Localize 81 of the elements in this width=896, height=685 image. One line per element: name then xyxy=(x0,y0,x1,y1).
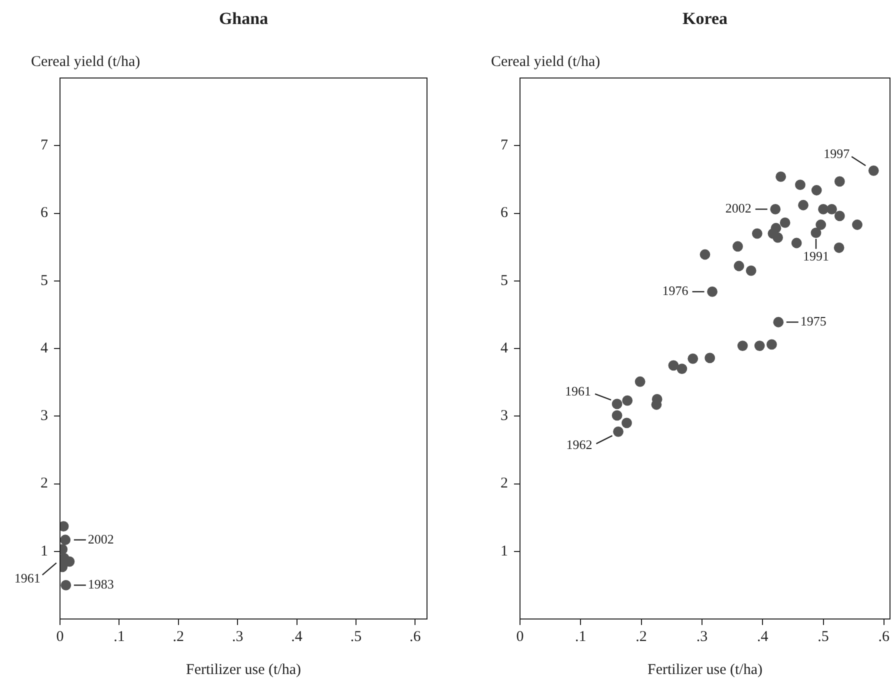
x-tick-label: 0 xyxy=(516,628,524,645)
y-axis-title: Cereal yield (t/ha) xyxy=(491,54,600,70)
chart-title: Korea xyxy=(682,9,728,28)
y-tick-label: 5 xyxy=(40,272,48,289)
y-tick-label: 4 xyxy=(500,340,508,356)
point xyxy=(634,376,646,387)
point xyxy=(791,238,802,248)
point xyxy=(734,260,744,272)
point xyxy=(773,316,784,328)
point xyxy=(868,165,879,176)
y-tick-label: 1 xyxy=(40,543,48,560)
y-axis-title: Cereal yield (t/ha) xyxy=(31,54,140,70)
x-tick-label: .4 xyxy=(757,628,769,645)
point xyxy=(772,232,783,243)
point xyxy=(776,172,786,182)
y-tick-label: 6 xyxy=(40,205,48,222)
annotation: 1997 xyxy=(824,146,850,162)
x-axis-title: Fertilizer use (t/ha) xyxy=(648,662,762,678)
x-tick-label: .5 xyxy=(350,628,362,645)
point xyxy=(834,242,844,253)
point xyxy=(746,266,756,276)
point xyxy=(622,395,633,406)
point xyxy=(834,176,845,187)
point xyxy=(770,204,781,214)
point xyxy=(622,418,632,428)
point xyxy=(834,210,845,222)
y-tick-label: 5 xyxy=(500,272,508,289)
point xyxy=(688,353,698,364)
x-tick-label: .2 xyxy=(172,628,184,645)
x-tick-label: 0 xyxy=(56,628,64,645)
y-tick-label: 1 xyxy=(500,543,508,560)
point xyxy=(613,426,624,437)
point xyxy=(780,218,790,228)
point xyxy=(676,364,688,374)
annotation: 2002 xyxy=(725,200,752,216)
point xyxy=(810,228,822,238)
point xyxy=(798,200,808,210)
point xyxy=(852,220,862,230)
point xyxy=(752,228,762,239)
point xyxy=(816,220,826,230)
x-tick-label: .5 xyxy=(818,628,829,645)
point xyxy=(737,340,748,351)
x-tick-label: .1 xyxy=(575,628,586,645)
point xyxy=(612,410,622,421)
y-tick-label: 7 xyxy=(40,138,48,154)
point xyxy=(795,180,806,190)
annotation: 1975 xyxy=(800,314,826,329)
y-tick-label: 2 xyxy=(40,476,48,492)
y-tick-label: 7 xyxy=(500,138,508,154)
annotation: 1961 xyxy=(565,383,592,398)
point xyxy=(700,249,710,260)
annotation: 1991 xyxy=(803,248,829,264)
point xyxy=(707,286,718,297)
x-tick-label: .3 xyxy=(232,628,244,645)
point xyxy=(704,352,716,364)
chart-title: Ghana xyxy=(218,9,269,28)
point xyxy=(754,340,765,351)
x-tick-label: .4 xyxy=(291,628,303,645)
y-tick-label: 2 xyxy=(500,476,508,492)
point xyxy=(668,360,679,371)
annotation: 1962 xyxy=(566,437,592,452)
point xyxy=(766,339,777,350)
point xyxy=(826,204,837,214)
y-tick-label: 3 xyxy=(40,408,48,424)
x-tick-label: .6 xyxy=(878,628,890,645)
annotation: 1983 xyxy=(88,576,114,592)
annotation: 1976 xyxy=(662,283,689,298)
annotation: 2002 xyxy=(88,531,114,546)
x-tick-label: .6 xyxy=(410,628,422,645)
y-tick-label: 6 xyxy=(500,205,508,222)
point xyxy=(732,241,743,252)
x-tick-label: .1 xyxy=(114,628,125,645)
x-tick-label: .2 xyxy=(636,628,647,645)
y-tick-label: 4 xyxy=(40,340,48,356)
x-tick-label: .3 xyxy=(696,628,708,645)
point xyxy=(811,185,822,196)
y-tick-label: 3 xyxy=(500,408,508,424)
annotation: 1961 xyxy=(14,570,40,586)
x-axis-title: Fertilizer use (t/ha) xyxy=(186,662,301,678)
point xyxy=(612,398,622,410)
point xyxy=(818,204,828,214)
